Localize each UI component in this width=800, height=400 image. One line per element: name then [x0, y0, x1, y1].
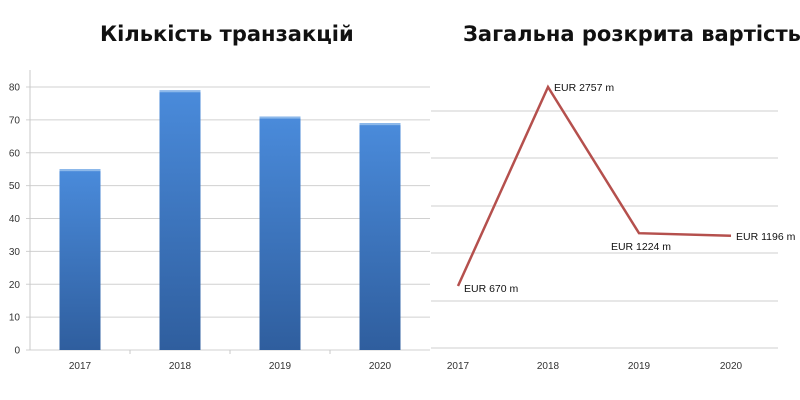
bar-chart-x-tick-labels: 2017 2018 2019 2020 — [69, 350, 392, 372]
data-label: EUR 2757 m — [554, 82, 614, 94]
data-label: EUR 1196 m — [736, 231, 796, 243]
line-chart-x-tick-labels: 2017 2018 2019 2020 — [447, 361, 743, 372]
bar-highlight — [59, 169, 101, 172]
bar-2020 — [359, 123, 401, 350]
y-tick-label: 30 — [9, 247, 21, 258]
data-label: EUR 1224 m — [611, 241, 671, 253]
y-tick-label: 70 — [9, 115, 21, 126]
line-chart-gridlines — [431, 110, 778, 349]
data-label: EUR 670 m — [464, 283, 519, 295]
bar-highlight — [359, 123, 401, 126]
bar-chart-bars — [59, 90, 401, 351]
y-tick-label: 0 — [14, 346, 20, 357]
line-chart-data-labels: EUR 670 m EUR 2757 m EUR 1224 m EUR 1196 m — [464, 82, 796, 295]
y-tick-label: 40 — [9, 214, 21, 225]
x-tick-label: 2018 — [537, 361, 560, 372]
y-tick-label: 60 — [9, 148, 21, 159]
bar-chart-y-tick-labels: 0 10 20 30 40 50 60 70 80 — [9, 83, 21, 357]
x-tick-label: 2019 — [628, 361, 651, 372]
line-chart-series — [456, 84, 732, 287]
bar-2017 — [59, 169, 101, 350]
bar-2018 — [159, 90, 201, 350]
x-tick-label: 2017 — [69, 361, 92, 372]
line-chart-title: Загальна розкрита вартість — [463, 22, 800, 46]
y-tick-label: 50 — [9, 181, 21, 192]
y-tick-label: 20 — [9, 280, 21, 291]
bar-highlight — [159, 90, 201, 93]
x-tick-label: 2017 — [447, 361, 470, 372]
x-tick-label: 2020 — [720, 361, 743, 372]
bar-chart: 0 10 20 30 40 50 60 70 80 2017 2018 2019 2020 — [9, 70, 430, 372]
y-tick-label: 80 — [9, 83, 21, 94]
x-tick-label: 2020 — [369, 361, 392, 372]
bar-highlight — [259, 116, 301, 119]
x-tick-label: 2019 — [269, 361, 292, 372]
bar-2019 — [259, 116, 301, 351]
bar-chart-title: Кількість транзакцій — [100, 22, 354, 46]
y-tick-label: 10 — [9, 313, 21, 324]
x-tick-label: 2018 — [169, 361, 192, 372]
